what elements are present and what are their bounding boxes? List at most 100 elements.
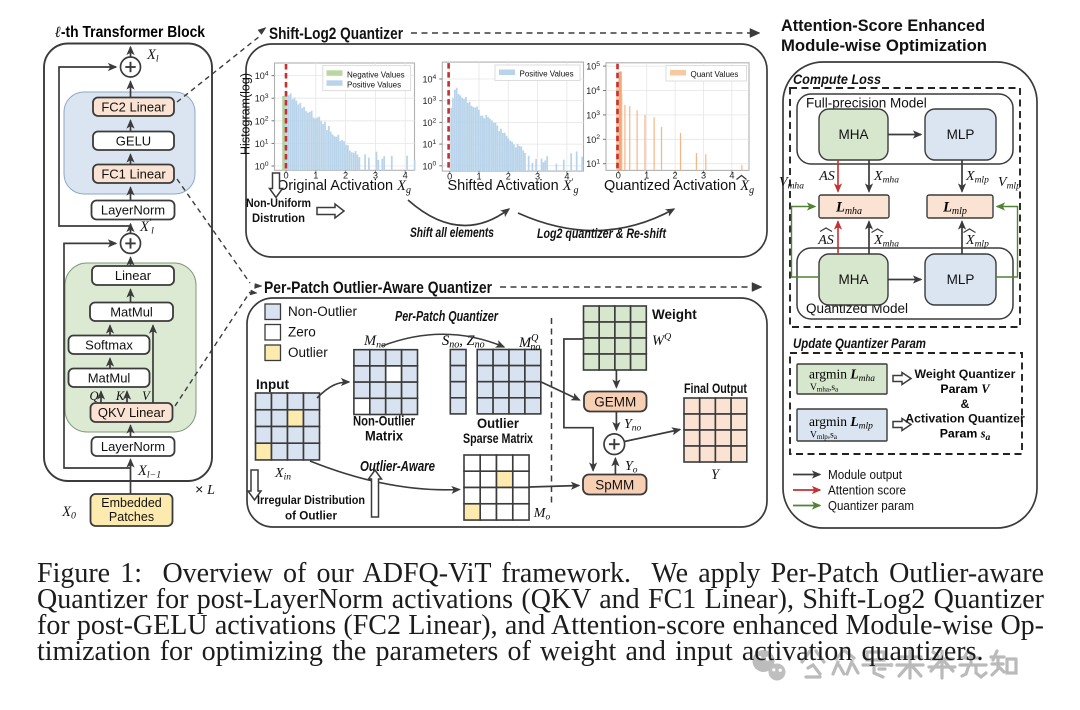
svg-text:FC1 Linear: FC1 Linear xyxy=(101,166,166,181)
svg-text:104: 104 xyxy=(423,74,437,85)
svg-text:Shift-Log2 Quantizer: Shift-Log2 Quantizer xyxy=(269,25,403,43)
svg-text:3: 3 xyxy=(535,171,540,181)
svg-text:Vmlp: Vmlp xyxy=(998,175,1021,192)
svg-text:104: 104 xyxy=(586,85,600,96)
svg-text:Xmha: Xmha xyxy=(873,233,899,250)
svg-text:of Outlier: of Outlier xyxy=(285,509,337,523)
svg-text:Per-Patch Quantizer: Per-Patch Quantizer xyxy=(395,309,499,325)
svg-text:Matrix: Matrix xyxy=(365,429,403,444)
svg-text:Quant Values: Quant Values xyxy=(691,70,739,79)
svg-text:Mo: Mo xyxy=(533,506,551,523)
svg-text:2: 2 xyxy=(343,171,348,181)
svg-text:103: 103 xyxy=(586,110,600,121)
svg-text:0: 0 xyxy=(283,171,288,181)
svg-text:Weight: Weight xyxy=(652,307,697,322)
svg-text:103: 103 xyxy=(423,96,437,107)
svg-text:Non-Outlier: Non-Outlier xyxy=(353,414,416,429)
svg-text:MLP: MLP xyxy=(947,127,975,142)
svg-text:Param sa: Param sa xyxy=(940,427,991,444)
svg-text:Patches: Patches xyxy=(109,510,154,524)
svg-text:Original Activation Xg: Original Activation Xg xyxy=(277,178,411,196)
svg-text:Xl−1: Xl−1 xyxy=(137,463,161,481)
svg-text:Histogram(log): Histogram(log) xyxy=(239,73,253,155)
svg-text:4: 4 xyxy=(403,171,408,181)
svg-text:Vmha: Vmha xyxy=(779,175,804,192)
svg-text:1: 1 xyxy=(313,171,318,181)
svg-text:LayerNorm: LayerNorm xyxy=(101,439,165,454)
svg-text:QKV Linear: QKV Linear xyxy=(98,405,166,420)
svg-text:MatMul: MatMul xyxy=(88,370,131,385)
svg-text:Shift all elements: Shift all elements xyxy=(410,224,494,240)
svg-text:MHA: MHA xyxy=(839,272,869,287)
svg-text:102: 102 xyxy=(586,134,600,145)
svg-text:100: 100 xyxy=(423,161,437,172)
svg-text:SpMM: SpMM xyxy=(595,477,634,492)
svg-text:2: 2 xyxy=(673,171,678,181)
svg-text:0: 0 xyxy=(616,171,621,181)
svg-text:V: V xyxy=(142,389,151,403)
svg-text:Xin: Xin xyxy=(274,466,291,483)
svg-text:argmin Lmlp: argmin Lmlp xyxy=(809,414,873,432)
svg-text:100: 100 xyxy=(255,161,269,172)
svg-text:Non-Uniform: Non-Uniform xyxy=(246,196,311,210)
svg-text:MLP: MLP xyxy=(947,272,975,287)
svg-text:4: 4 xyxy=(729,171,734,181)
svg-text:Sparse Matrix: Sparse Matrix xyxy=(463,431,533,446)
svg-text:Shifted Activation X′g: Shifted Activation X′g xyxy=(447,177,578,196)
svg-text:Yo: Yo xyxy=(625,459,638,476)
svg-text:Xmlp: Xmlp xyxy=(965,169,989,186)
svg-text:WQ: WQ xyxy=(652,331,671,349)
svg-text:AS: AS xyxy=(818,169,835,184)
svg-text:Module-wise Optimization: Module-wise Optimization xyxy=(781,37,987,55)
svg-text:Input: Input xyxy=(256,377,289,392)
svg-text:ℓ-th Transformer Block: ℓ-th Transformer Block xyxy=(55,24,205,41)
svg-text:Non-Outlier: Non-Outlier xyxy=(288,304,358,319)
svg-text:Param V: Param V xyxy=(940,382,991,396)
svg-text:Outlier: Outlier xyxy=(288,345,328,360)
svg-text:Per-Patch Outlier-Aware Quanti: Per-Patch Outlier-Aware Quantizer xyxy=(264,279,492,297)
svg-text:Negative Values: Negative Values xyxy=(347,70,405,79)
svg-text:Quantizer param: Quantizer param xyxy=(828,498,914,513)
svg-text:AS: AS xyxy=(817,233,834,248)
svg-text:&: & xyxy=(961,397,970,411)
svg-text:Outlier-Aware: Outlier-Aware xyxy=(360,459,435,475)
svg-text:Vmha,sa: Vmha,sa xyxy=(810,383,839,394)
svg-text:Xmlp: Xmlp xyxy=(965,233,989,250)
svg-text:Attention score: Attention score xyxy=(828,483,906,498)
svg-text:MHA: MHA xyxy=(839,127,869,142)
svg-text:× L: × L xyxy=(195,481,215,498)
svg-text:Update Quantizer Param: Update Quantizer Param xyxy=(793,335,926,351)
svg-text:Positive Values: Positive Values xyxy=(347,80,401,89)
svg-text:X′l: X′l xyxy=(139,217,154,236)
svg-text:LayerNorm: LayerNorm xyxy=(101,203,165,218)
svg-text:101: 101 xyxy=(586,159,600,170)
svg-text:2: 2 xyxy=(506,171,511,181)
svg-text:Log2 quantizer & Re-shift: Log2 quantizer & Re-shift xyxy=(537,225,667,241)
svg-text:Xmha: Xmha xyxy=(873,169,899,186)
svg-text:101: 101 xyxy=(255,138,269,149)
svg-text:FC2 Linear: FC2 Linear xyxy=(101,99,166,114)
svg-text:K: K xyxy=(115,389,125,403)
svg-text:101: 101 xyxy=(423,139,437,150)
svg-text:Mno: Mno xyxy=(363,333,386,351)
svg-text:1: 1 xyxy=(644,171,649,181)
svg-text:X0: X0 xyxy=(61,504,76,522)
svg-text:Distrution: Distrution xyxy=(252,211,305,225)
svg-text:GEMM: GEMM xyxy=(594,394,636,409)
svg-text:Full-precision Model: Full-precision Model xyxy=(806,96,927,111)
svg-text:1: 1 xyxy=(476,171,481,181)
svg-text:104: 104 xyxy=(255,71,269,82)
svg-text:3: 3 xyxy=(701,171,706,181)
svg-text:GELU: GELU xyxy=(116,133,151,148)
svg-text:Xl: Xl xyxy=(146,47,159,65)
svg-text:0: 0 xyxy=(447,171,452,181)
svg-text:102: 102 xyxy=(255,116,269,127)
svg-text:Final Output: Final Output xyxy=(684,381,747,396)
svg-text:Attention-Score Enhanced: Attention-Score Enhanced xyxy=(781,17,985,35)
svg-text:Activation Quantizer: Activation Quantizer xyxy=(905,412,1025,426)
svg-text:Compute Loss: Compute Loss xyxy=(793,71,881,87)
svg-text:Y: Y xyxy=(711,467,721,483)
svg-text:Embedded: Embedded xyxy=(101,496,162,510)
svg-text:Zero: Zero xyxy=(288,325,316,340)
